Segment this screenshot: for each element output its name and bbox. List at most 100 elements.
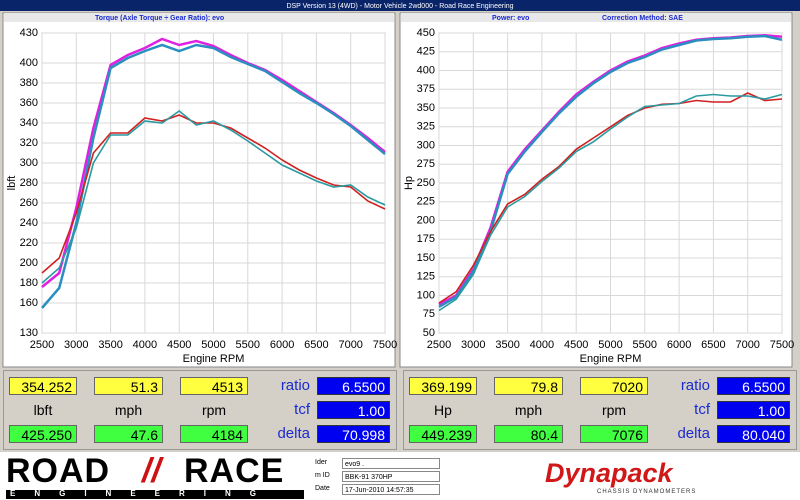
factor-value: 1.00 xyxy=(717,401,790,419)
header-strip xyxy=(4,13,394,22)
current-value: 7020 xyxy=(580,377,648,395)
y-tick-label: 300 xyxy=(20,157,38,169)
field-label: Ider xyxy=(315,459,328,466)
x-tick-label: 3500 xyxy=(98,339,122,351)
series-line xyxy=(41,114,386,274)
readout-panel xyxy=(403,370,797,450)
x-tick-label: 5500 xyxy=(633,339,657,351)
factor-value: 6.5500 xyxy=(317,377,390,395)
y-tick-label: 275 xyxy=(417,158,435,170)
x-tick-label: 4000 xyxy=(530,339,554,351)
title-bar xyxy=(0,0,800,11)
brand-name: Dynapack xyxy=(545,458,673,488)
y-tick-label: 250 xyxy=(417,177,435,189)
y-tick-label: 50 xyxy=(423,327,435,339)
logo-bar xyxy=(6,490,304,499)
y-tick-label: 450 xyxy=(417,27,435,39)
peak-value: 4184 xyxy=(180,425,248,443)
x-tick-label: 3000 xyxy=(461,339,485,351)
peak-value: 80.4 xyxy=(494,425,563,443)
factor-value: 1.00 xyxy=(317,401,390,419)
logo-slash: // xyxy=(142,452,161,490)
x-tick-label: 6000 xyxy=(667,339,691,351)
y-tick-label: 340 xyxy=(20,117,38,129)
x-tick-label: 6500 xyxy=(304,339,328,351)
x-tick-label: 4500 xyxy=(167,339,191,351)
x-tick-label: 6500 xyxy=(701,339,725,351)
y-tick-label: 150 xyxy=(417,252,435,264)
logo-road: ROAD xyxy=(6,452,111,490)
y-tick-label: 320 xyxy=(20,137,38,149)
x-axis-label: Engine RPM xyxy=(183,353,245,365)
x-tick-label: 6000 xyxy=(270,339,294,351)
x-tick-label: 5000 xyxy=(201,339,225,351)
y-tick-label: 125 xyxy=(417,271,435,283)
y-tick-label: 400 xyxy=(20,57,38,69)
y-tick-label: 200 xyxy=(20,257,38,269)
y-tick-label: 240 xyxy=(20,217,38,229)
logo-race: RACE xyxy=(184,452,285,490)
x-tick-label: 2500 xyxy=(427,339,451,351)
header-strip xyxy=(401,13,791,22)
factor-value: 80.040 xyxy=(717,425,790,443)
y-tick-label: 100 xyxy=(417,289,435,301)
current-value: 4513 xyxy=(180,377,248,395)
y-tick-label: 425 xyxy=(417,46,435,58)
brand-sub: CHASSIS DYNAMOMETERS xyxy=(597,489,697,495)
readout-panel xyxy=(3,370,397,450)
x-tick-label: 7000 xyxy=(338,339,362,351)
series-line xyxy=(438,92,783,304)
peak-value: 47.6 xyxy=(94,425,163,443)
y-tick-label: 225 xyxy=(417,196,435,208)
x-tick-label: 7500 xyxy=(770,339,794,351)
peak-value: 7076 xyxy=(580,425,648,443)
x-tick-label: 5500 xyxy=(236,339,260,351)
series-line xyxy=(438,93,783,312)
charts: DSP Version 13 (4WD) - Motor Vehicle 2wd… xyxy=(0,0,800,368)
y-tick-label: 175 xyxy=(417,233,435,245)
y-axis-label: Hp xyxy=(403,176,415,190)
y-tick-label: 400 xyxy=(417,64,435,76)
y-tick-label: 350 xyxy=(417,102,435,114)
x-tick-label: 7500 xyxy=(373,339,397,351)
annotation: Correction Method: SAE xyxy=(602,15,683,22)
series-line xyxy=(41,109,386,284)
factor-value: 6.5500 xyxy=(717,377,790,395)
y-tick-label: 180 xyxy=(20,277,38,289)
y-tick-label: 75 xyxy=(423,308,435,320)
factor-label: tcf xyxy=(694,401,710,418)
unit-label: mph xyxy=(514,402,543,418)
x-axis-label: Engine RPM xyxy=(580,353,642,365)
y-tick-label: 130 xyxy=(20,327,38,339)
y-tick-label: 430 xyxy=(20,27,38,39)
factor-label: ratio xyxy=(680,377,710,394)
current-value: 79.8 xyxy=(494,377,563,395)
x-tick-label: 4000 xyxy=(133,339,157,351)
factor-label: ratio xyxy=(280,377,310,394)
y-axis-label: lbft xyxy=(6,176,18,191)
field-value: 17-Jun-2010 14:57:35 xyxy=(342,484,440,495)
y-tick-label: 220 xyxy=(20,237,38,249)
unit-label: lbft xyxy=(33,402,53,418)
series-line xyxy=(41,43,386,309)
window-title: DSP Version 13 (4WD) - Motor Vehicle 2wd… xyxy=(286,3,513,10)
field-label: m ID xyxy=(315,472,330,479)
x-tick-label: 7000 xyxy=(735,339,759,351)
factor-label: delta xyxy=(677,425,710,442)
logo-sub: ENGINEERING xyxy=(10,489,276,498)
y-tick-label: 375 xyxy=(417,83,435,95)
field-value: evo9 . xyxy=(342,458,440,469)
series-line xyxy=(438,34,783,308)
brand: Dynapack CHASSIS DYNAMOMETERS xyxy=(545,458,745,498)
x-tick-label: 3000 xyxy=(64,339,88,351)
x-tick-label: 4500 xyxy=(564,339,588,351)
y-tick-label: 300 xyxy=(417,139,435,151)
logo: ROAD // RACE ENGINEERING xyxy=(6,452,306,499)
field-label: Date xyxy=(315,485,330,492)
chart-title: Torque (Axle Torque ÷ Gear Ratio): evo xyxy=(95,15,224,22)
y-tick-label: 280 xyxy=(20,177,38,189)
y-tick-label: 325 xyxy=(417,121,435,133)
peak-value: 425.250 xyxy=(9,425,77,443)
current-value: 369.199 xyxy=(409,377,477,395)
